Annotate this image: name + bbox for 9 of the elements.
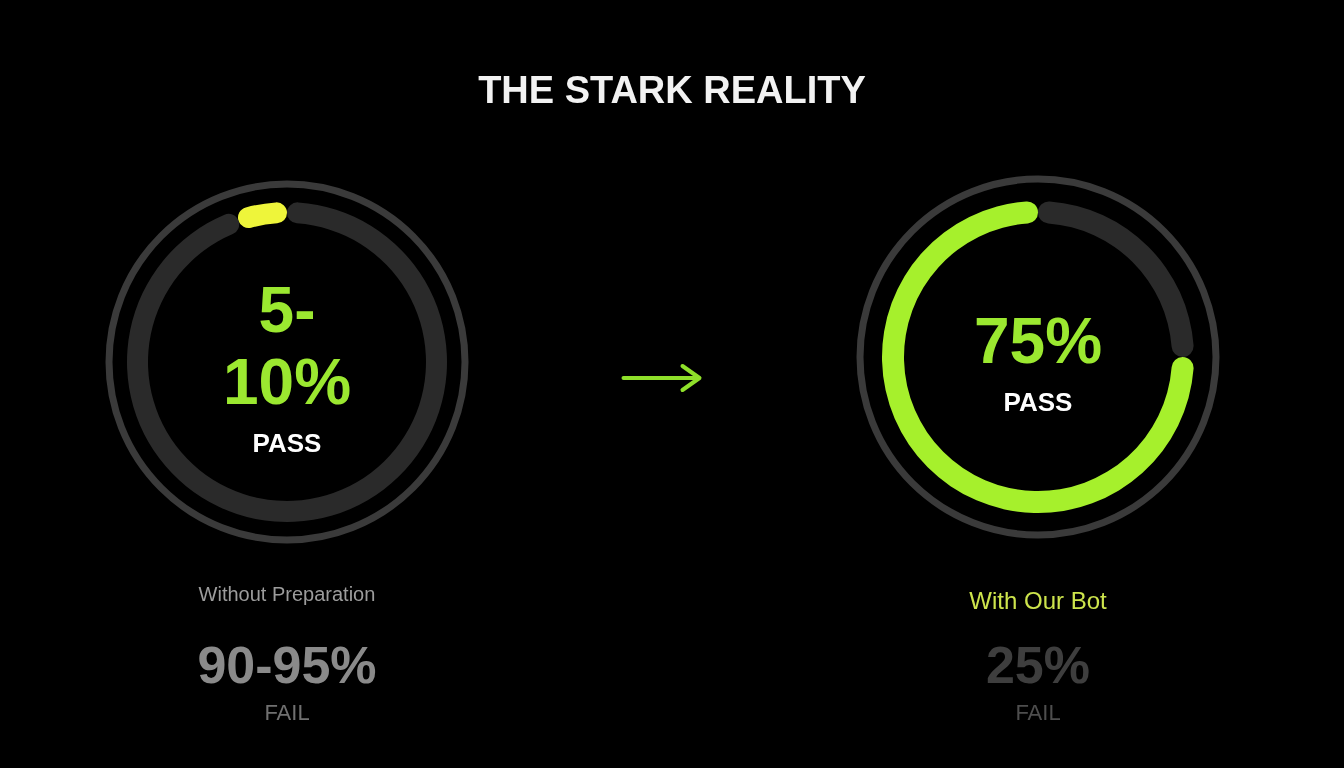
data-label: 5-10% [222, 274, 352, 418]
chart-title: THE STARK REALITY [478, 69, 866, 111]
text: 90-95% FAIL [197, 636, 377, 725]
text: 25% FAIL [985, 636, 1091, 725]
category-label: PASS [1003, 387, 1073, 417]
slice-label: PASS [252, 428, 322, 458]
data-label: 75% [973, 305, 1103, 377]
slice-label: Without Preparation [198, 583, 376, 605]
slice-label: With Our Bot [969, 586, 1108, 614]
